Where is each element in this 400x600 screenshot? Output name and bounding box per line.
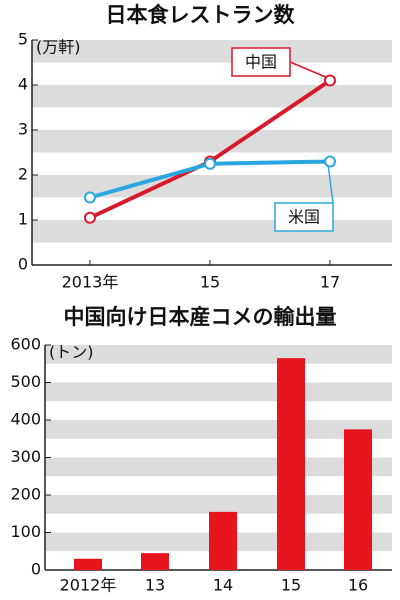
- y-tick-label: 400: [10, 410, 41, 429]
- y-tick-label: 1: [18, 210, 28, 229]
- grid-band: [45, 382, 392, 402]
- y-tick-label: 2: [18, 165, 28, 184]
- x-tick-label: 13: [145, 576, 165, 595]
- legend-label: 米国: [288, 208, 320, 227]
- y-tick-label: 3: [18, 120, 28, 139]
- x-tick-label: 2013年: [62, 273, 119, 292]
- chart-title: 日本食レストラン数: [106, 3, 296, 27]
- y-tick-label: 300: [10, 447, 41, 466]
- y-tick-label: 200: [10, 485, 41, 504]
- y-tick-label: 4: [18, 75, 28, 94]
- legend-box: [231, 47, 291, 77]
- grid-band: [45, 495, 392, 514]
- unit-label: (万軒): [36, 38, 81, 57]
- legend-label: 中国: [245, 53, 277, 72]
- bar: [344, 429, 372, 570]
- grid-band: [45, 345, 392, 364]
- grid-band: [32, 130, 392, 153]
- x-tick-label: 17: [320, 273, 340, 292]
- point: [84, 211, 96, 224]
- point: [204, 157, 216, 170]
- grid-band: [32, 220, 392, 243]
- point: [324, 155, 336, 168]
- bar: [74, 558, 102, 570]
- x-tick-label: 15: [281, 576, 301, 595]
- callout-line: [289, 61, 329, 79]
- x-tick-label: 14: [213, 576, 233, 595]
- point: [84, 191, 96, 204]
- bar: [277, 358, 305, 570]
- x-tick-label: 2012年: [60, 576, 117, 595]
- grid-band: [32, 85, 392, 108]
- unit-label: (トン): [49, 343, 94, 362]
- chart-title: 中国向け日本産コメの輸出量: [64, 305, 337, 329]
- grid-band: [45, 420, 392, 439]
- x-tick-label: 16: [348, 576, 368, 595]
- bar: [141, 553, 169, 570]
- bar: [209, 511, 237, 570]
- y-tick-label: 600: [10, 335, 41, 354]
- x-tick-label: 15: [200, 273, 220, 292]
- grid-band: [32, 175, 392, 198]
- point: [324, 74, 336, 87]
- y-tick-label: 5: [18, 30, 28, 49]
- y-tick-label: 100: [10, 522, 41, 541]
- y-tick-label: 0: [31, 560, 41, 579]
- grid-band: [32, 40, 392, 63]
- callout-line: [327, 163, 334, 204]
- y-tick-label: 500: [10, 372, 41, 391]
- grid-band: [45, 457, 392, 477]
- y-tick-label: 0: [18, 255, 28, 274]
- legend-box: [274, 202, 334, 232]
